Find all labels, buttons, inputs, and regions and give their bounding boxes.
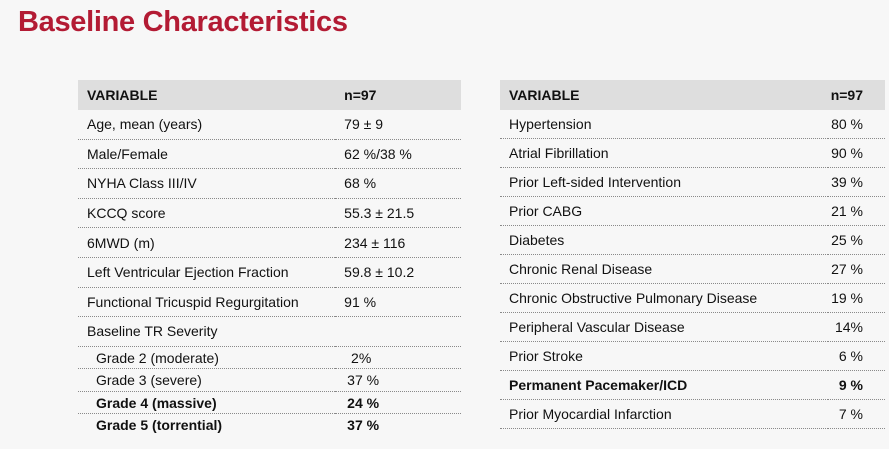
grade-label: Grade 5 (torrential)	[96, 417, 223, 433]
grade-value: 37 %	[335, 368, 461, 392]
row-value: 25 %	[828, 225, 885, 255]
grade-value: 2%	[335, 346, 461, 370]
row-label: Prior CABG	[500, 196, 828, 226]
baseline-table-left: VARIABLE n=97 Age, mean (years) 79 ± 9 M…	[78, 80, 461, 436]
table-row: Atrial Fibrillation 90 %	[500, 138, 885, 168]
table-header: VARIABLE n=97	[500, 80, 885, 110]
row-label: Permanent Pacemaker/ICD	[500, 370, 828, 400]
table-row: Left Ventricular Ejection Fraction 59.8 …	[78, 257, 461, 288]
row-value: 9 %	[828, 370, 885, 400]
row-value: 91 %	[335, 287, 461, 318]
row-label: Hypertension	[500, 110, 828, 139]
row-label: Peripheral Vascular Disease	[500, 312, 828, 342]
row-label: KCCQ score	[78, 198, 336, 229]
table-row: Functional Tricuspid Regurgitation 91 %	[78, 287, 461, 318]
row-value: 90 %	[828, 138, 885, 168]
row-value: 39 %	[828, 167, 885, 197]
row-label: Chronic Renal Disease	[500, 254, 828, 284]
grade-label: Grade 4 (massive)	[78, 391, 336, 415]
variable-header: VARIABLE	[78, 80, 336, 110]
row-label: Left Ventricular Ejection Fraction	[78, 257, 336, 288]
row-label: 6MWD (m)	[78, 227, 336, 258]
row-value: 59.8 ± 10.2	[335, 257, 461, 288]
row-label: Chronic Obstructive Pulmonary Disease	[500, 283, 828, 313]
row-label: Functional Tricuspid Regurgitation	[78, 287, 336, 318]
row-label: Baseline TR Severity	[78, 316, 336, 347]
row-value: 21 %	[828, 196, 885, 226]
row-value: 19 %	[828, 283, 885, 313]
grade-label: Grade 3 (severe)	[78, 368, 336, 392]
grade-row: Grade 2 (moderate) 2%	[78, 346, 461, 370]
page-title: Baseline Characteristics	[18, 6, 348, 38]
row-label: Age, mean (years)	[78, 110, 336, 140]
row-label: NYHA Class III/IV	[78, 168, 336, 199]
table-row: Chronic Renal Disease 27 %	[500, 254, 885, 284]
row-label: Prior Myocardial Infarction	[500, 399, 828, 429]
grade-row: Grade 5 (torrential) 37 %	[78, 414, 461, 436]
table-row: Prior Left-sided Intervention 39 %	[500, 167, 885, 197]
grade-row: Grade 4 (massive) 24 %	[78, 391, 461, 415]
table-row: Permanent Pacemaker/ICD 9 %	[500, 370, 885, 400]
grade-value: 37 %	[347, 417, 380, 433]
table-header: VARIABLE n=97	[78, 80, 461, 110]
baseline-table-right: VARIABLE n=97 Hypertension 80 % Atrial F…	[500, 80, 885, 429]
variable-header: VARIABLE	[500, 80, 828, 110]
table-row: Chronic Obstructive Pulmonary Disease 19…	[500, 283, 885, 313]
row-value: 27 %	[828, 254, 885, 284]
table-row: Prior Stroke 6 %	[500, 341, 885, 371]
row-label: Prior Stroke	[500, 341, 828, 371]
row-value: 55.3 ± 21.5	[335, 198, 461, 229]
row-value: 79 ± 9	[335, 110, 461, 140]
table-row: Prior Myocardial Infarction 7 %	[500, 399, 885, 429]
row-value: 6 %	[828, 341, 885, 371]
table-row: Prior CABG 21 %	[500, 196, 885, 226]
grade-label: Grade 2 (moderate)	[78, 346, 336, 370]
row-value: 14%	[828, 312, 885, 342]
n-header: n=97	[335, 80, 461, 110]
row-value: 62 %/38 %	[335, 139, 461, 170]
row-value: 68 %	[335, 168, 461, 199]
row-value: 7 %	[828, 399, 885, 429]
table-row: Male/Female 62 %/38 %	[78, 139, 461, 170]
table-row: Hypertension 80 %	[500, 110, 885, 139]
row-value: 80 %	[828, 110, 885, 139]
grade-row: Grade 3 (severe) 37 %	[78, 368, 461, 392]
row-value: 234 ± 116	[335, 227, 461, 258]
n-header: n=97	[828, 80, 885, 110]
table-row: NYHA Class III/IV 68 %	[78, 168, 461, 199]
table-row: Baseline TR Severity	[78, 316, 461, 347]
row-label: Prior Left-sided Intervention	[500, 167, 828, 197]
table-row: Diabetes 25 %	[500, 225, 885, 255]
row-label: Male/Female	[78, 139, 336, 170]
grade-value: 24 %	[335, 391, 461, 415]
row-label: Diabetes	[500, 225, 828, 255]
row-value	[335, 316, 461, 347]
table-row: 6MWD (m) 234 ± 116	[78, 227, 461, 258]
table-row: KCCQ score 55.3 ± 21.5	[78, 198, 461, 229]
table-row: Peripheral Vascular Disease 14%	[500, 312, 885, 342]
table-row: Age, mean (years) 79 ± 9	[78, 110, 461, 140]
row-label: Atrial Fibrillation	[500, 138, 828, 168]
